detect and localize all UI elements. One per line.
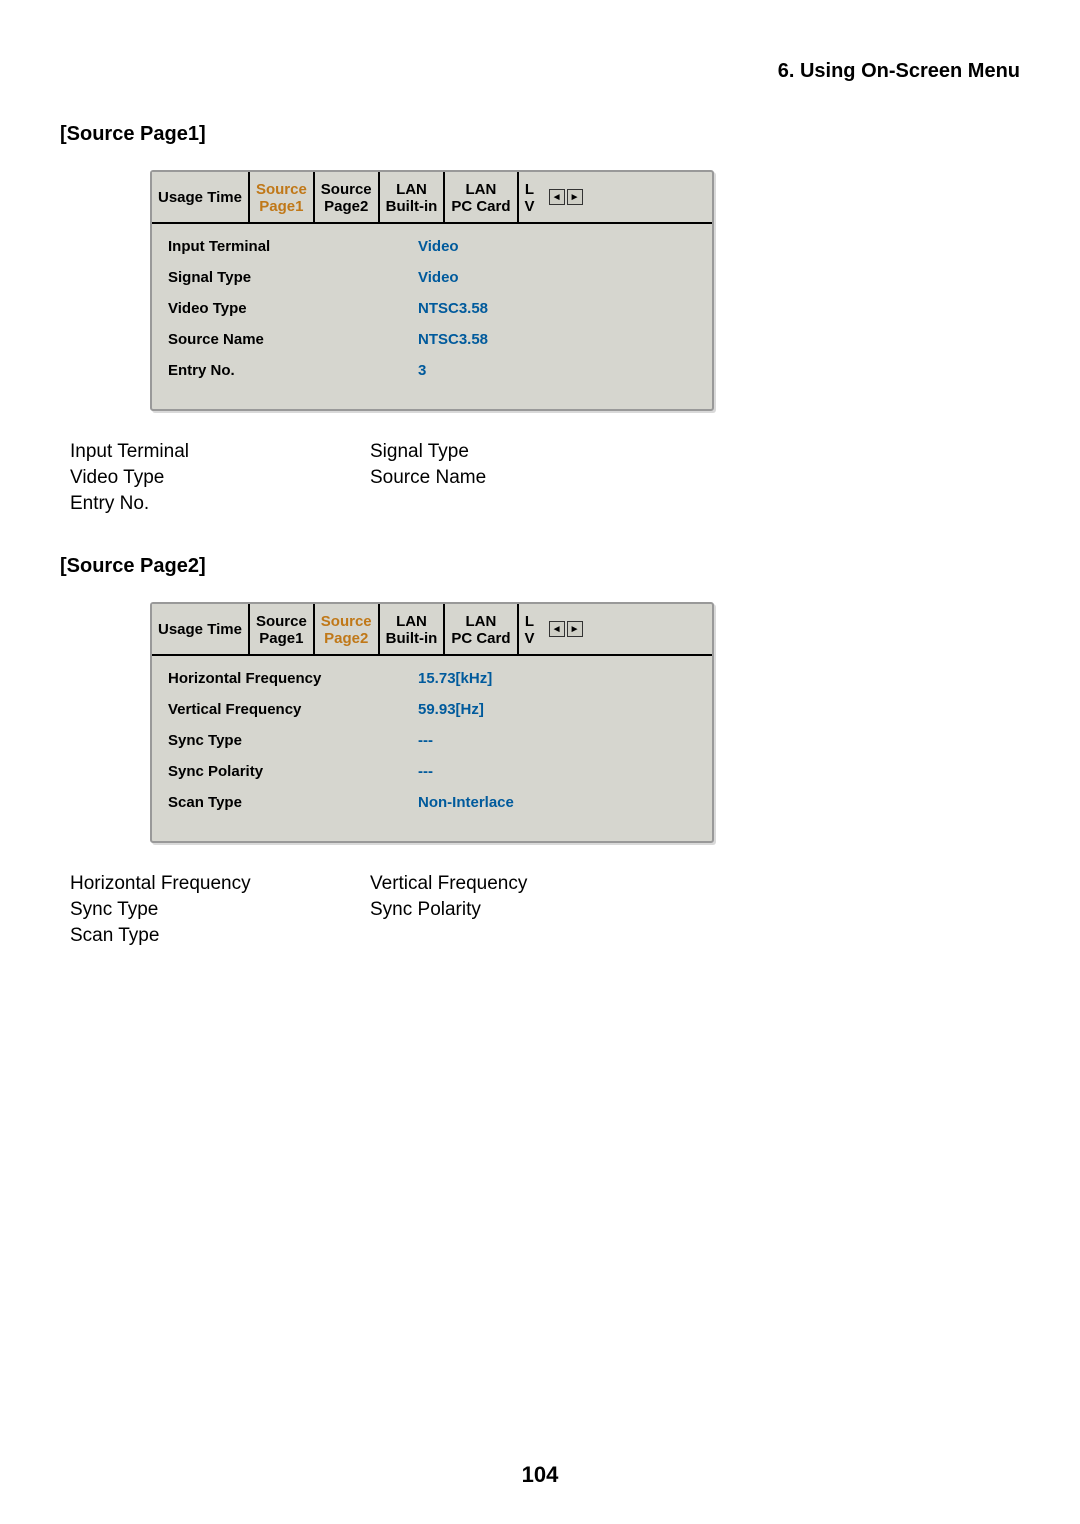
- summary-item: Sync Type: [70, 899, 350, 921]
- row-value: ---: [418, 732, 696, 749]
- row-label: Scan Type: [168, 794, 418, 811]
- tab-label-line1: L: [525, 181, 535, 198]
- summary-item: Input Terminal: [70, 441, 350, 463]
- tab-label-line2: Page1: [256, 198, 307, 215]
- tab-lan-builtin[interactable]: LAN Built-in: [380, 604, 446, 654]
- osd-content-2: Horizontal Frequency Vertical Frequency …: [152, 656, 712, 841]
- chapter-title: 6. Using On-Screen Menu: [60, 60, 1020, 83]
- tab-label-line1: Source: [256, 181, 307, 198]
- summary-item: Signal Type: [370, 441, 650, 463]
- tab-lan-pccard[interactable]: LAN PC Card: [445, 172, 518, 222]
- tab-label-line1: Source: [321, 613, 372, 630]
- section2-summary: Horizontal Frequency Vertical Frequency …: [70, 873, 1020, 947]
- tab-label-line2: Page2: [321, 198, 372, 215]
- row-value: 15.73[kHz]: [418, 670, 696, 687]
- tab-label-line2: PC Card: [451, 630, 510, 647]
- tab-usage-time[interactable]: Usage Time: [152, 604, 250, 654]
- row-value: Non-Interlace: [418, 794, 696, 811]
- tabbar-2: Usage Time Source Page1 Source Page2 LAN…: [152, 604, 712, 656]
- scroll-right-icon[interactable]: ►: [567, 189, 583, 205]
- summary-item: Entry No.: [70, 493, 350, 515]
- tabbar-1: Usage Time Source Page1 Source Page2 LAN…: [152, 172, 712, 224]
- scroll-right-icon[interactable]: ►: [567, 621, 583, 637]
- row-value: 3: [418, 362, 696, 379]
- tab-source-page1[interactable]: Source Page1: [250, 172, 315, 222]
- osd-panel-1: Usage Time Source Page1 Source Page2 LAN…: [150, 170, 714, 411]
- tab-label-line1: L: [525, 613, 535, 630]
- summary-item: Sync Polarity: [370, 899, 650, 921]
- tab-label-line1: LAN: [386, 181, 438, 198]
- tab-label-line2: PC Card: [451, 198, 510, 215]
- tab-cut[interactable]: L V: [519, 172, 541, 222]
- tab-source-page1[interactable]: Source Page1: [250, 604, 315, 654]
- tab-lan-pccard[interactable]: LAN PC Card: [445, 604, 518, 654]
- summary-item: Source Name: [370, 467, 650, 489]
- row-label: Sync Polarity: [168, 763, 418, 780]
- summary-item: Video Type: [70, 467, 350, 489]
- tab-lan-builtin[interactable]: LAN Built-in: [380, 172, 446, 222]
- summary-item: Horizontal Frequency: [70, 873, 350, 895]
- osd-content-1: Input Terminal Signal Type Video Type So…: [152, 224, 712, 409]
- scroll-left-icon[interactable]: ◄: [549, 621, 565, 637]
- summary-item: [370, 925, 650, 947]
- row-label: Signal Type: [168, 269, 418, 286]
- tab-source-page2[interactable]: Source Page2: [315, 604, 380, 654]
- row-label: Source Name: [168, 331, 418, 348]
- section2-title: [Source Page2]: [60, 555, 1020, 578]
- scroll-left-icon[interactable]: ◄: [549, 189, 565, 205]
- row-label: Video Type: [168, 300, 418, 317]
- tab-scroll-arrows: ◄ ►: [541, 604, 589, 654]
- row-value: Video: [418, 238, 696, 255]
- osd-panel-2: Usage Time Source Page1 Source Page2 LAN…: [150, 602, 714, 843]
- row-label: Input Terminal: [168, 238, 418, 255]
- tab-label-line2: V: [525, 630, 535, 647]
- row-value: NTSC3.58: [418, 300, 696, 317]
- tab-label-line2: Page2: [321, 630, 372, 647]
- summary-item: [370, 493, 650, 515]
- section1-title: [Source Page1]: [60, 123, 1020, 146]
- tab-label-line1: Source: [321, 181, 372, 198]
- row-value: Video: [418, 269, 696, 286]
- tab-cut[interactable]: L V: [519, 604, 541, 654]
- row-value: ---: [418, 763, 696, 780]
- tab-label-line2: Built-in: [386, 630, 438, 647]
- tab-label-line1: LAN: [386, 613, 438, 630]
- section1-summary: Input Terminal Signal Type Video Type So…: [70, 441, 1020, 515]
- row-label: Entry No.: [168, 362, 418, 379]
- tab-usage-time[interactable]: Usage Time: [152, 172, 250, 222]
- page-number: 104: [0, 1462, 1080, 1488]
- summary-item: Vertical Frequency: [370, 873, 650, 895]
- tab-label-line2: Built-in: [386, 198, 438, 215]
- row-label: Horizontal Frequency: [168, 670, 418, 687]
- row-label: Vertical Frequency: [168, 701, 418, 718]
- tab-label-line2: Page1: [256, 630, 307, 647]
- row-label: Sync Type: [168, 732, 418, 749]
- tab-label: Usage Time: [158, 621, 242, 638]
- tab-scroll-arrows: ◄ ►: [541, 172, 589, 222]
- summary-item: Scan Type: [70, 925, 350, 947]
- tab-source-page2[interactable]: Source Page2: [315, 172, 380, 222]
- tab-label: Usage Time: [158, 189, 242, 206]
- tab-label-line1: LAN: [451, 613, 510, 630]
- row-value: 59.93[Hz]: [418, 701, 696, 718]
- tab-label-line1: Source: [256, 613, 307, 630]
- source-page1-screenshot: Usage Time Source Page1 Source Page2 LAN…: [150, 170, 1020, 411]
- source-page2-screenshot: Usage Time Source Page1 Source Page2 LAN…: [150, 602, 1020, 843]
- tab-label-line2: V: [525, 198, 535, 215]
- row-value: NTSC3.58: [418, 331, 696, 348]
- tab-label-line1: LAN: [451, 181, 510, 198]
